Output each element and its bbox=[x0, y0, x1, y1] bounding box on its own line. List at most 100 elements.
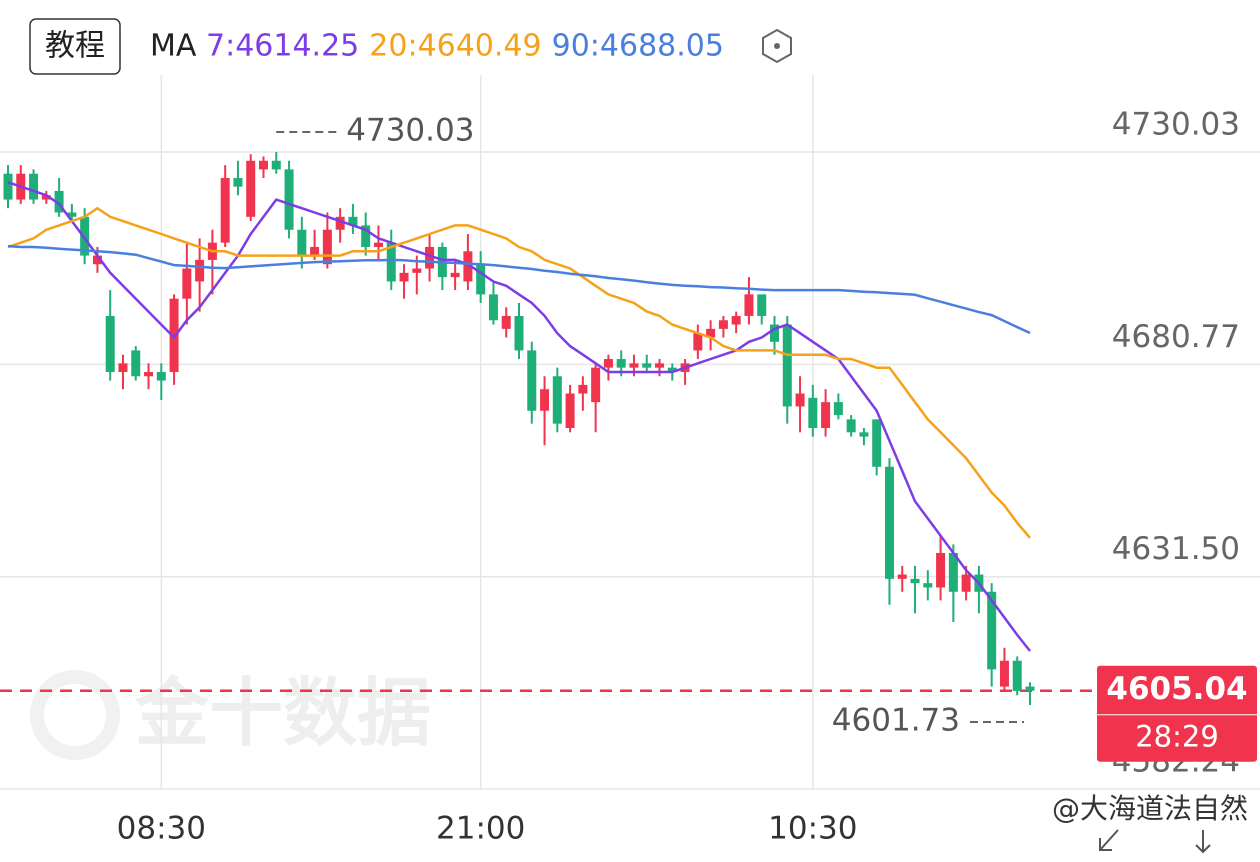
candle-body bbox=[999, 660, 1009, 687]
candle-body bbox=[118, 363, 128, 372]
tutorial-label: 教程 bbox=[45, 29, 105, 64]
candle-body bbox=[220, 178, 230, 243]
ma-line bbox=[7, 181, 1031, 652]
candle-body bbox=[540, 389, 550, 411]
candle-body bbox=[833, 402, 843, 416]
candle-body bbox=[195, 259, 205, 282]
candle-body bbox=[476, 264, 486, 295]
watermark-logo bbox=[30, 670, 120, 760]
candle-body bbox=[859, 432, 869, 437]
candle-body bbox=[335, 216, 345, 230]
candle-body bbox=[131, 350, 141, 377]
candle-body bbox=[770, 324, 779, 342]
candle-body bbox=[297, 229, 307, 256]
candle-body bbox=[322, 229, 332, 265]
candle-body bbox=[169, 298, 179, 372]
candle-body bbox=[92, 255, 102, 265]
candle-body bbox=[1025, 686, 1035, 691]
max-label: 4730.03 bbox=[346, 113, 474, 149]
candle-body bbox=[565, 393, 575, 428]
candle-body bbox=[259, 160, 268, 170]
y-tick-label: 4680.77 bbox=[1112, 319, 1240, 355]
y-tick-label: 4631.50 bbox=[1112, 531, 1240, 567]
candle-body bbox=[29, 173, 39, 200]
candle-body bbox=[744, 294, 754, 316]
candle-body bbox=[603, 359, 613, 368]
ma-line bbox=[7, 244, 1031, 335]
candle-body bbox=[425, 246, 435, 269]
candle-body bbox=[144, 371, 154, 377]
candle-body bbox=[642, 363, 652, 368]
candle-body bbox=[284, 169, 294, 230]
watermark: 金十数据 bbox=[135, 671, 431, 757]
candle-body bbox=[182, 268, 192, 299]
ma-line bbox=[7, 206, 1031, 539]
candle-body bbox=[412, 268, 422, 273]
countdown: 28:29 bbox=[1135, 720, 1219, 754]
candle-body bbox=[897, 574, 907, 579]
candle-body bbox=[552, 376, 562, 424]
credit: @大海道法自然 bbox=[1052, 792, 1248, 825]
candle-body bbox=[271, 160, 281, 170]
candle-body bbox=[348, 216, 358, 226]
candle-body bbox=[731, 315, 741, 325]
candle-body bbox=[578, 384, 588, 394]
candle-body bbox=[706, 328, 716, 338]
candle-body bbox=[361, 225, 371, 247]
candle-body bbox=[808, 397, 818, 428]
candle-body bbox=[3, 173, 13, 200]
x-tick-label: 08:30 bbox=[117, 811, 206, 847]
settings-icon[interactable] bbox=[762, 28, 792, 64]
candle-body bbox=[450, 272, 460, 278]
candle-body bbox=[795, 393, 805, 407]
candle-body bbox=[386, 242, 396, 282]
ma-label: MA bbox=[150, 29, 197, 64]
candle-body bbox=[846, 419, 856, 433]
candles bbox=[3, 152, 1035, 705]
min-label: 4601.73 bbox=[832, 703, 960, 739]
candle-body bbox=[821, 402, 831, 428]
candle-body bbox=[936, 552, 946, 588]
candle-body bbox=[41, 195, 51, 200]
x-tick-label: 21:00 bbox=[436, 811, 525, 847]
candle-body bbox=[54, 190, 64, 213]
x-tick-label: 10:30 bbox=[768, 811, 857, 847]
arrow-icons bbox=[1099, 829, 1211, 854]
candle-body bbox=[1012, 660, 1022, 691]
candle-body bbox=[629, 363, 639, 368]
watermark-group: 金十数据 bbox=[30, 670, 431, 760]
candle-body bbox=[987, 591, 997, 670]
candle-body bbox=[463, 251, 473, 282]
candle-body bbox=[501, 315, 511, 329]
candle-body bbox=[667, 367, 677, 372]
legend-entry: 20:4640.49 bbox=[369, 29, 541, 64]
candle-body bbox=[884, 466, 894, 579]
candle-body bbox=[514, 315, 524, 351]
candle-body bbox=[105, 315, 115, 372]
candle-body bbox=[757, 294, 767, 316]
candle-body bbox=[655, 363, 665, 368]
legend-entry: 90:4688.05 bbox=[552, 29, 724, 64]
last-price-label: 4605.04 bbox=[1106, 671, 1247, 707]
candle-body bbox=[156, 371, 166, 381]
candle-body bbox=[872, 419, 882, 467]
price-box bbox=[1097, 665, 1257, 762]
legend-entry: 7:4614.25 bbox=[206, 29, 359, 64]
candle-body bbox=[488, 294, 498, 321]
candle-body bbox=[310, 246, 320, 256]
candle-body bbox=[399, 272, 409, 282]
candle-body bbox=[948, 552, 958, 592]
candle-body bbox=[961, 574, 971, 592]
candle-body bbox=[67, 212, 77, 217]
candle-body bbox=[591, 367, 601, 403]
candle-body bbox=[80, 216, 90, 256]
candle-body bbox=[910, 578, 920, 584]
candle-body bbox=[233, 178, 243, 187]
candle-body bbox=[693, 333, 703, 351]
candle-body bbox=[923, 583, 933, 588]
candle-body bbox=[246, 160, 256, 217]
y-tick-label: 4730.03 bbox=[1112, 107, 1240, 143]
candle-body bbox=[527, 350, 537, 411]
tutorial-button[interactable] bbox=[29, 18, 121, 75]
